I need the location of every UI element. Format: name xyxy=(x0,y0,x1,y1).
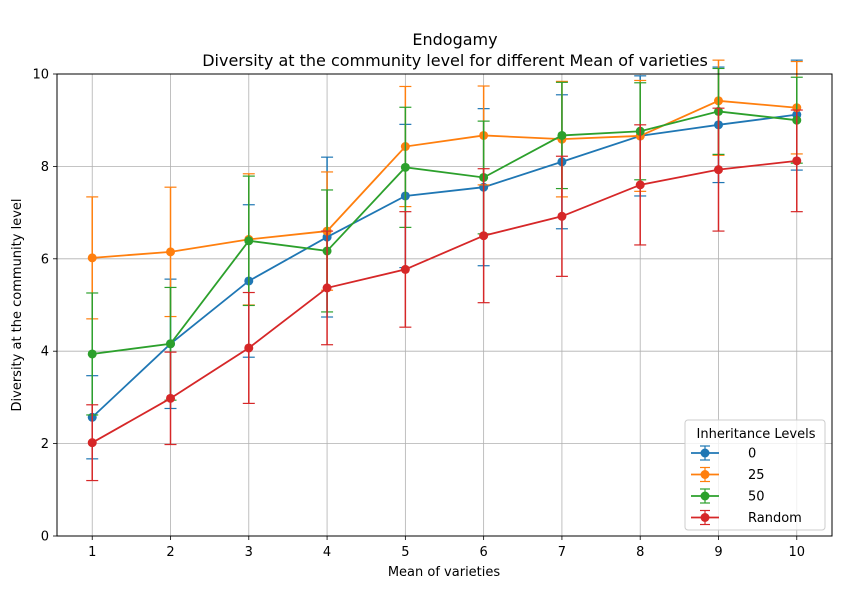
legend-label: 50 xyxy=(748,490,765,505)
x-tick-label: 2 xyxy=(166,545,174,560)
series-line xyxy=(92,110,797,355)
data-point xyxy=(87,253,97,263)
x-tick-label: 4 xyxy=(323,545,331,560)
legend-entry: 50 xyxy=(691,488,765,505)
series-layer xyxy=(86,59,803,482)
data-point xyxy=(166,247,176,257)
x-tick-label: 9 xyxy=(714,545,722,560)
legend-entry: 25 xyxy=(691,466,765,483)
y-tick-label: 0 xyxy=(41,530,49,545)
chart-subtitle: Diversity at the community level for dif… xyxy=(202,51,708,70)
data-point xyxy=(635,180,645,190)
series-0 xyxy=(86,59,803,460)
series-50 xyxy=(86,67,803,416)
y-tick-label: 10 xyxy=(32,68,49,83)
legend-label: 0 xyxy=(748,447,756,462)
data-point xyxy=(713,165,723,175)
series-Random xyxy=(86,107,803,482)
y-tick-label: 6 xyxy=(41,252,49,267)
x-tick-label: 6 xyxy=(480,545,488,560)
data-point xyxy=(244,343,254,353)
chart-title: Endogamy xyxy=(412,30,497,49)
data-point xyxy=(557,130,567,140)
legend-entry: Random xyxy=(691,509,802,526)
legend-marker xyxy=(700,448,710,458)
legend-marker xyxy=(700,491,710,501)
legend-entry: 0 xyxy=(691,445,756,462)
series-line xyxy=(91,113,797,418)
legend: Inheritance Levels 0 25 50 Random xyxy=(684,419,826,531)
axis-ticks: 1 2 3 4 5 6 7 8 9 10 0 2 4 6 8 10 xyxy=(32,68,805,561)
y-tick-label: 8 xyxy=(41,160,49,175)
y-tick-label: 2 xyxy=(41,437,49,452)
x-tick-label: 8 xyxy=(636,545,644,560)
x-tick-label: 3 xyxy=(245,545,253,560)
series-line xyxy=(91,159,797,444)
legend-title: Inheritance Levels xyxy=(697,427,816,442)
series-25 xyxy=(86,59,803,320)
data-point xyxy=(557,211,567,221)
data-point xyxy=(792,156,802,166)
x-axis-label: Mean of varieties xyxy=(388,565,501,580)
y-axis-label: Diversity at the community level xyxy=(10,199,25,412)
data-point xyxy=(479,231,489,241)
data-point xyxy=(400,162,410,172)
legend-box xyxy=(684,419,826,531)
data-point xyxy=(166,339,176,349)
plot-frame xyxy=(56,73,833,537)
x-tick-label: 7 xyxy=(558,545,566,560)
legend-label: Random xyxy=(748,511,802,526)
data-point xyxy=(244,236,254,246)
y-tick-label: 4 xyxy=(41,345,49,360)
legend-marker xyxy=(700,513,710,522)
x-tick-label: 5 xyxy=(401,545,409,560)
x-tick-label: 10 xyxy=(788,545,805,560)
x-tick-label: 1 xyxy=(88,545,96,560)
legend-marker xyxy=(700,470,710,479)
data-point xyxy=(87,349,97,359)
data-point xyxy=(166,393,176,403)
data-point xyxy=(400,264,410,274)
legend-label: 25 xyxy=(748,468,765,483)
data-point xyxy=(87,438,97,448)
data-point xyxy=(322,283,332,293)
series-line xyxy=(92,99,797,259)
